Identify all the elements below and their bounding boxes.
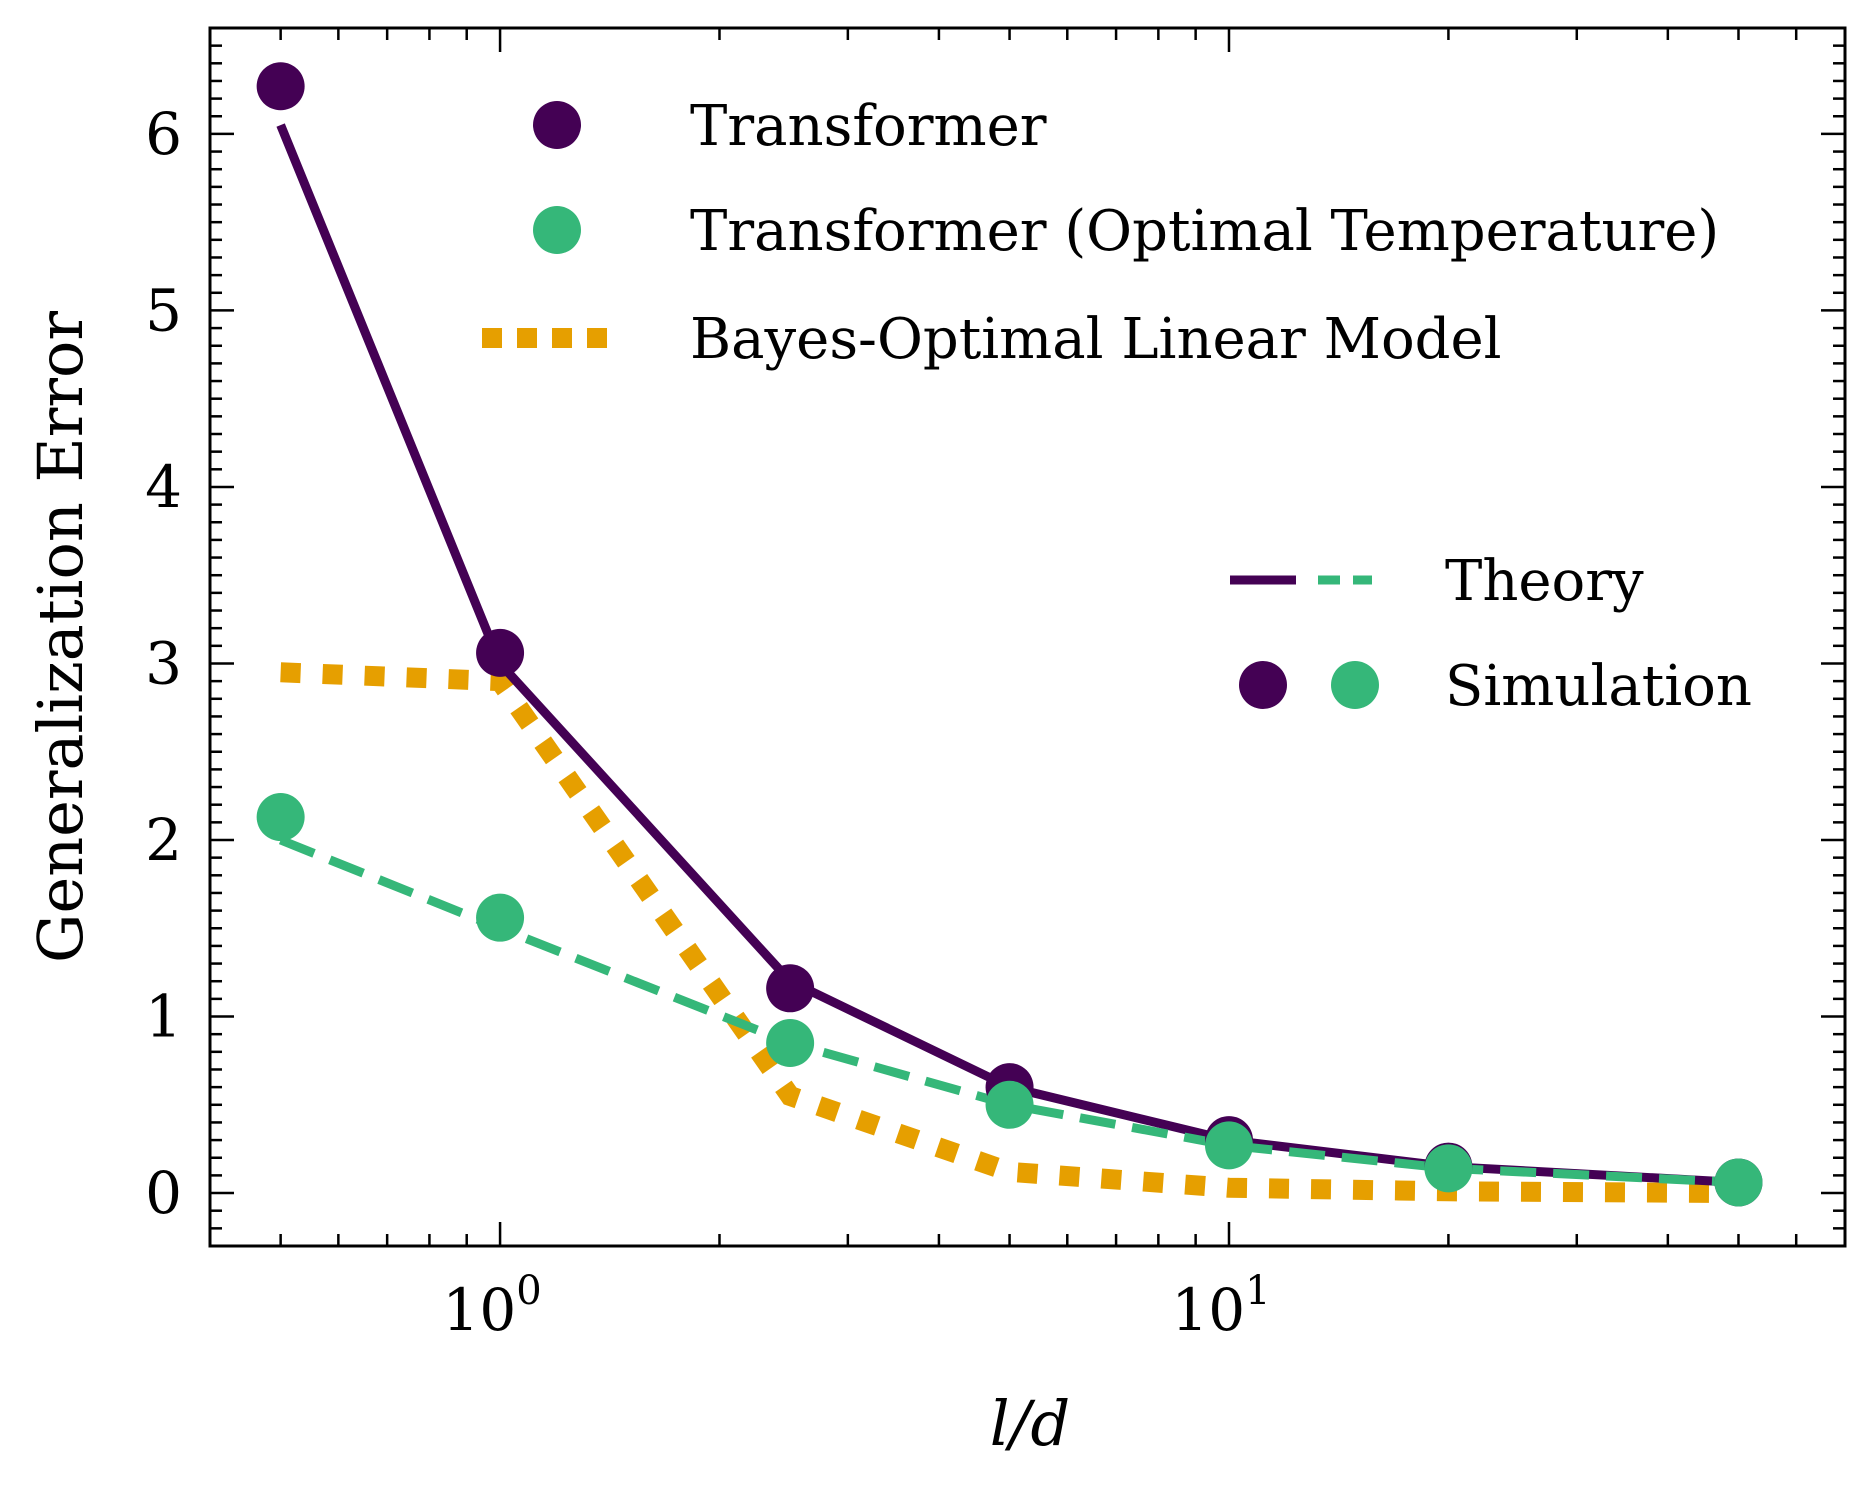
y-tick-label: 6 [145,100,182,168]
transformer-sim-point [256,62,305,111]
optimal-temperature-sim-point [476,893,525,942]
legend-marker-transformer-optimal [533,206,581,254]
y-tick-label: 1 [145,983,182,1051]
optimal-temperature-sim-point [1424,1144,1473,1193]
y-tick-label: 2 [145,806,182,874]
axes-frame [208,26,1847,1248]
y-axis-label: Generalization Error [24,311,97,963]
y-tick-label: 5 [145,276,182,344]
legend-label-theory: Theory [1445,549,1644,614]
plot-area [256,62,1763,1207]
y-tick-label: 4 [145,453,182,521]
legend-simulation-dot-green [1331,661,1379,709]
legend-label-bayes: Bayes-Optimal Linear Model [690,307,1502,372]
x-axis-label: l/d [990,1387,1070,1460]
legend-series: Transformer Transformer (Optimal Tempera… [482,94,1719,372]
axis-ticks [208,26,1847,1248]
optimal-temperature-sim-point [766,1019,815,1067]
legend-marker-transformer [533,101,581,149]
optimal-temperature-sim-point [1204,1121,1253,1170]
legend-label-simulation: Simulation [1445,654,1752,719]
transformer-sim-point [766,964,815,1013]
y-tick-label: 3 [145,629,182,697]
transformer-sim-point [476,628,525,677]
optimal-temperature-sim-point [985,1080,1034,1129]
legend-simulation-dot-purple [1239,661,1287,709]
legend-label-transformer-optimal: Transformer (Optimal Temperature) [690,199,1719,264]
optimal-temperature-sim-point [256,793,305,842]
legend-label-transformer: Transformer [690,94,1047,159]
legend-kind: Theory Simulation [1230,549,1752,719]
y-tick-label: 0 [145,1159,182,1227]
optimal-temperature-sim-point [1714,1158,1763,1207]
